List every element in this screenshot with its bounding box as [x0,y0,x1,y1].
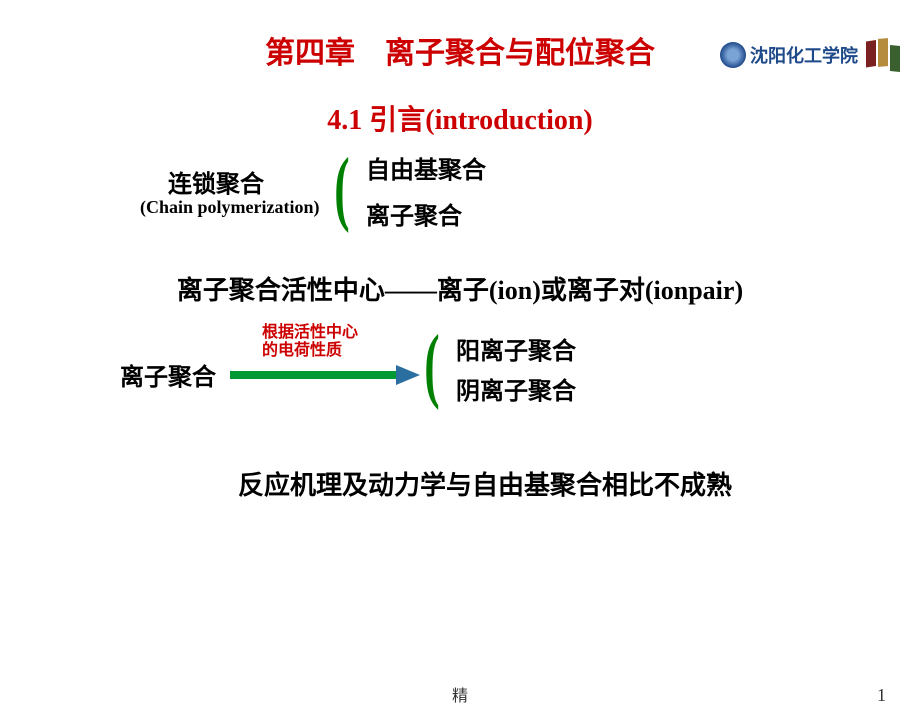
arrow-label-line2: 的电荷性质 [262,342,342,359]
cation-poly-label: 阳离子聚合 [456,331,576,366]
ion-polymerization-group: 离子聚合 根据活性中心 的电荷性质 ( 阳离子聚合 阴离子聚合 [120,327,920,407]
books-icon [862,36,910,74]
arrow-icon [230,365,420,385]
anion-poly-label: 阴离子聚合 [456,371,576,406]
chain-poly-label-cn: 连锁聚合 [168,164,264,199]
chain-polymerization-group: 连锁聚合 (Chain polymerization) ( 自由基聚合 离子聚合 [140,152,920,228]
page-number: 1 [877,685,886,706]
university-name: 沈阳化工学院 [750,42,858,68]
arrow-annotation: 根据活性中心 的电荷性质 [262,324,358,360]
ion-poly-label-2: 离子聚合 [120,357,216,392]
university-emblem-icon [720,42,746,68]
brace-icon: ( [334,146,349,230]
ion-poly-label-1: 离子聚合 [366,196,462,231]
section-subtitle: 4.1 引言(introduction) [0,98,920,138]
arrow-label-line1: 根据活性中心 [262,324,358,341]
mechanism-note: 反应机理及动力学与自由基聚合相比不成熟 [0,465,920,502]
active-center-line: 离子聚合活性中心——离子(ion)或离子对(ionpair) [0,270,920,307]
header-logo-area: 沈阳化工学院 [720,36,910,74]
brace-icon-2: ( [424,323,439,407]
footer-center-text: 精 [452,682,468,706]
chain-poly-label-en: (Chain polymerization) [140,197,320,218]
free-radical-label: 自由基聚合 [366,150,486,185]
